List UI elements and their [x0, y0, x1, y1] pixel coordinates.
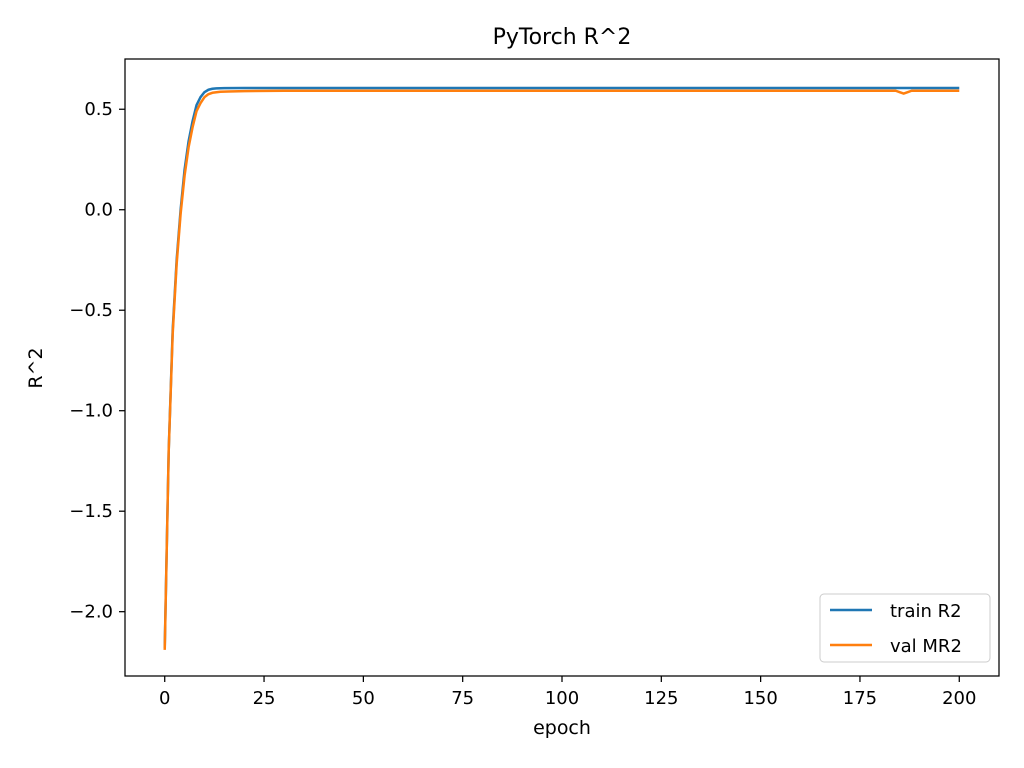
y-tick-label: 0.5 [84, 99, 113, 120]
y-tick-label: 0.0 [84, 200, 113, 221]
y-axis: −2.0 −1.5 −1.0 −0.5 0.0 0.5 [69, 99, 125, 623]
x-tick-label: 100 [545, 688, 579, 709]
plot-area [163, 86, 960, 650]
y-axis-label: R^2 [25, 347, 47, 388]
legend: train R2 val MR2 [819, 593, 991, 663]
y-tick-label: −1.0 [69, 401, 113, 422]
x-tick-label: 75 [451, 688, 474, 709]
x-tick-label: 200 [942, 688, 976, 709]
x-tick-label: 0 [159, 688, 170, 709]
legend-train-label: train R2 [890, 601, 962, 622]
y-tick-label: −2.0 [69, 602, 113, 623]
x-tick-label: 150 [743, 688, 777, 709]
chart-title: PyTorch R^2 [493, 25, 632, 50]
x-axis: 0 25 50 75 100 125 150 175 200 [159, 676, 976, 709]
y-tick-label: −1.5 [69, 501, 113, 522]
series-line-val-mr2 [163, 89, 960, 650]
x-tick-label: 25 [253, 688, 276, 709]
x-tick-label: 50 [352, 688, 375, 709]
y-tick-label: −0.5 [69, 300, 113, 321]
x-tick-label: 175 [843, 688, 877, 709]
x-axis-label: epoch [533, 717, 591, 739]
x-tick-label: 125 [644, 688, 678, 709]
legend-val-label: val MR2 [890, 636, 962, 657]
